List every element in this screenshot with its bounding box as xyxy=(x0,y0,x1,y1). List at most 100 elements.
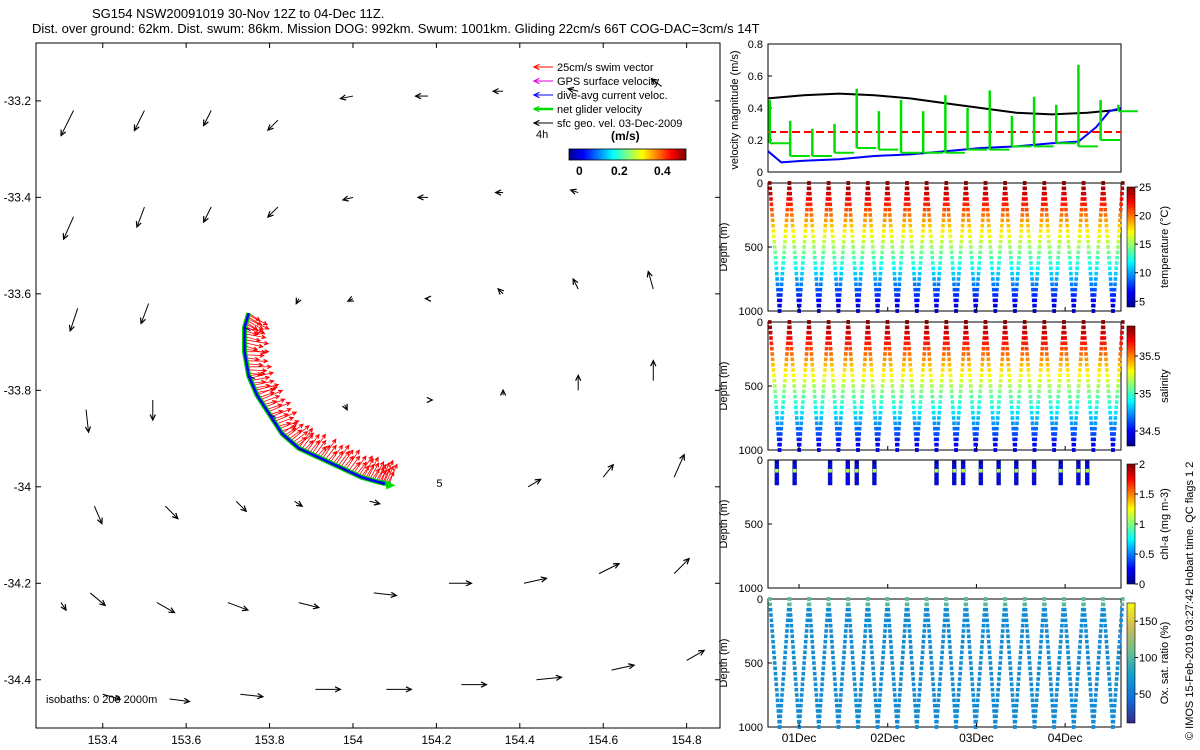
profile-marker xyxy=(863,207,868,212)
profile-marker xyxy=(1007,373,1011,378)
profile-marker xyxy=(1003,181,1007,185)
profile-marker xyxy=(837,298,842,303)
profile-marker xyxy=(928,362,932,367)
profile-marker xyxy=(1101,325,1106,330)
profile-marker xyxy=(945,607,949,612)
profile-marker xyxy=(1085,645,1090,649)
profile-marker xyxy=(1060,341,1065,346)
profile-marker xyxy=(863,357,867,362)
profile-marker xyxy=(929,245,934,249)
profile-marker xyxy=(1042,186,1047,191)
profile-marker xyxy=(791,645,795,649)
profile-marker xyxy=(829,634,834,639)
swim-vector-head xyxy=(264,349,270,354)
profile-marker xyxy=(859,271,863,276)
profile-marker xyxy=(1040,213,1044,217)
colorbar-tick-2: 0.4 xyxy=(654,164,671,178)
profile-marker xyxy=(811,234,815,239)
profile-marker xyxy=(844,346,848,351)
profile-marker xyxy=(1029,271,1034,276)
profile-marker xyxy=(892,266,896,271)
profile-marker xyxy=(866,330,871,335)
profile-marker xyxy=(1062,330,1067,335)
profile-marker xyxy=(859,682,864,687)
profile-marker xyxy=(803,362,808,367)
profile-marker xyxy=(781,266,785,271)
profile-marker xyxy=(913,282,917,287)
colorbar-tick-label: 0 xyxy=(1139,579,1145,591)
profile-marker xyxy=(1051,709,1055,713)
profile-marker xyxy=(1085,373,1090,378)
profile-marker xyxy=(1008,661,1012,665)
profile-marker xyxy=(871,671,876,676)
profile-marker xyxy=(887,623,892,628)
profile-marker xyxy=(1080,202,1084,207)
swim-vector-head xyxy=(297,429,303,434)
profile-marker xyxy=(981,346,986,351)
profile-marker xyxy=(843,362,847,367)
profile-marker xyxy=(1031,293,1036,297)
profile-marker xyxy=(823,634,828,639)
profile-marker xyxy=(1003,597,1007,601)
profile-marker xyxy=(944,181,949,185)
profile-marker xyxy=(951,687,956,692)
profile-marker xyxy=(996,266,1001,271)
profile-marker xyxy=(1032,725,1037,729)
swim-vector-head xyxy=(389,465,394,471)
profile-marker xyxy=(899,400,903,404)
profile-marker xyxy=(1052,442,1057,447)
swim-vector-head xyxy=(272,399,278,405)
profile-marker xyxy=(952,287,957,292)
profile-marker xyxy=(990,687,995,692)
profile-marker xyxy=(1053,426,1058,431)
profile-marker xyxy=(1083,341,1087,346)
profile-marker xyxy=(1007,239,1012,244)
profile-marker xyxy=(982,613,987,617)
profile-marker xyxy=(1026,362,1030,367)
profile-marker xyxy=(1116,239,1121,244)
chl-marker xyxy=(960,476,966,482)
profile-marker xyxy=(838,698,843,703)
colorbar-tick-label: 15 xyxy=(1139,239,1151,251)
profile-marker xyxy=(790,218,795,223)
profile-marker xyxy=(856,719,861,724)
profile-marker xyxy=(813,400,817,404)
profile-marker xyxy=(1045,639,1050,644)
profile-marker xyxy=(808,618,813,623)
profile-marker xyxy=(1065,229,1070,233)
profile-marker xyxy=(917,271,922,276)
profile-marker xyxy=(947,634,951,639)
profile-marker xyxy=(1027,234,1031,239)
profile-marker xyxy=(1073,282,1078,287)
profile-marker xyxy=(784,223,788,228)
profile-marker xyxy=(821,671,825,676)
profile-marker xyxy=(858,421,862,426)
profile-marker xyxy=(850,650,855,655)
profile-marker xyxy=(1029,677,1033,681)
profile-ytick-label: 1000 xyxy=(739,722,763,734)
profile-marker xyxy=(1059,634,1063,639)
chl-marker xyxy=(996,476,1001,482)
profile-marker xyxy=(1001,623,1005,628)
profile-marker xyxy=(1114,400,1119,404)
profile-marker xyxy=(867,341,872,346)
profile-marker xyxy=(835,709,839,713)
profile-marker xyxy=(959,378,964,383)
chl-marker xyxy=(1031,460,1037,465)
profile-marker xyxy=(949,661,953,665)
profile-marker xyxy=(977,394,982,399)
profile-marker xyxy=(1119,341,1123,346)
sfc-vector xyxy=(156,602,175,614)
profile-marker xyxy=(844,623,848,628)
profile-marker xyxy=(1106,661,1110,665)
profile-marker xyxy=(1105,229,1109,233)
profile-marker xyxy=(913,287,918,292)
swim-vector xyxy=(332,451,344,465)
profile-marker xyxy=(911,400,915,404)
profile-marker xyxy=(959,384,963,388)
profile-marker xyxy=(1056,389,1061,394)
profile-marker xyxy=(923,618,927,623)
profile-marker xyxy=(888,362,893,367)
profile-marker xyxy=(844,618,849,623)
